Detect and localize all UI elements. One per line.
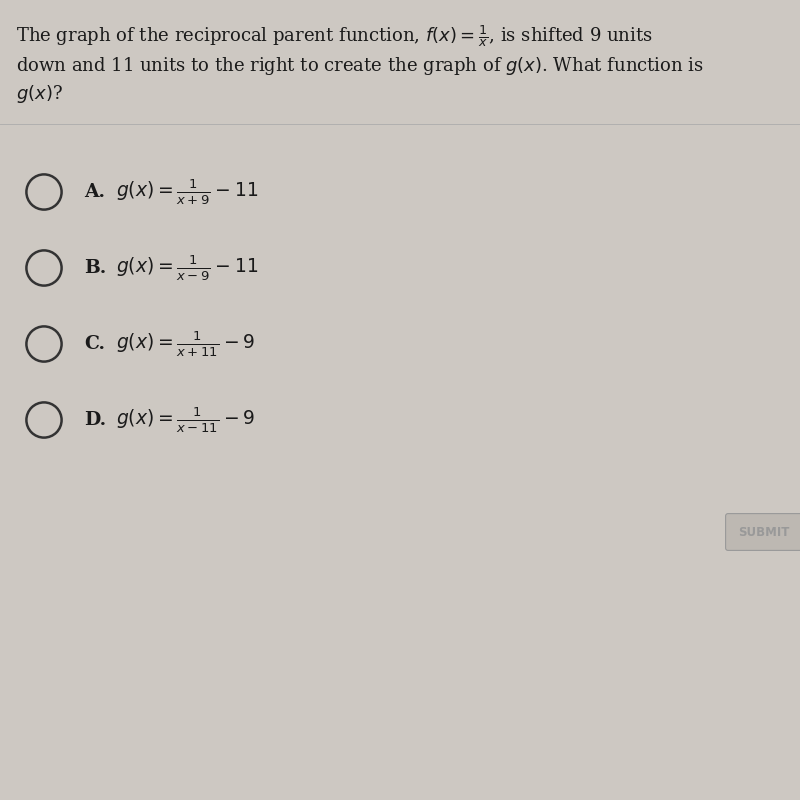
Text: SUBMIT: SUBMIT — [738, 526, 790, 538]
Text: B.: B. — [84, 259, 106, 277]
Text: D.: D. — [84, 411, 106, 429]
Text: down and 11 units to the right to create the graph of $g(x)$. What function is: down and 11 units to the right to create… — [16, 54, 704, 77]
Text: The graph of the reciprocal parent function, $f(x) = \frac{1}{x}$, is shifted 9 : The graph of the reciprocal parent funct… — [16, 23, 653, 49]
Text: $g(x) = \frac{1}{x-11} - 9$: $g(x) = \frac{1}{x-11} - 9$ — [116, 406, 255, 434]
Text: A.: A. — [84, 183, 105, 201]
Text: C.: C. — [84, 335, 105, 353]
Text: $g(x) = \frac{1}{x+9} - 11$: $g(x) = \frac{1}{x+9} - 11$ — [116, 178, 258, 206]
Text: $g(x) = \frac{1}{x+11} - 9$: $g(x) = \frac{1}{x+11} - 9$ — [116, 330, 255, 358]
FancyBboxPatch shape — [726, 514, 800, 550]
Text: $g(x)$?: $g(x)$? — [16, 83, 63, 106]
Text: $g(x) = \frac{1}{x-9} - 11$: $g(x) = \frac{1}{x-9} - 11$ — [116, 254, 258, 282]
